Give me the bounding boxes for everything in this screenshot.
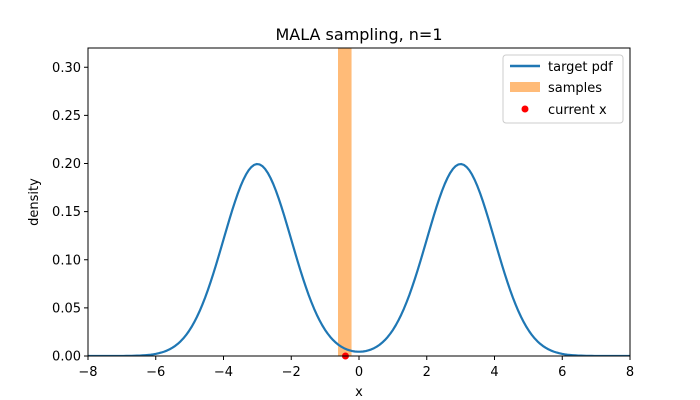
y-tick-label: 0.30: [52, 61, 81, 76]
y-tick-label: 0.15: [52, 205, 81, 220]
chart-title: MALA sampling, n=1: [275, 25, 442, 44]
x-tick-label: 6: [558, 365, 566, 380]
legend-box: [502, 54, 624, 124]
x-axis-label: x: [355, 385, 363, 400]
x-tick-label: −2: [282, 365, 301, 380]
legend-swatch-current-x: [521, 105, 529, 113]
y-axis: 0.00 0.05 0.10 0.15 0.20 0.25 0.30: [52, 61, 88, 365]
y-tick-label: 0.25: [52, 109, 81, 124]
y-axis-label: density: [27, 178, 42, 226]
legend-label-current-x: current x: [548, 103, 607, 118]
legend-label-target-pdf: target pdf: [548, 60, 613, 75]
x-tick-label: 2: [423, 365, 431, 380]
x-tick-label: 0: [355, 365, 363, 380]
x-tick-label: −4: [214, 365, 233, 380]
legend: target pdf samples current x: [502, 54, 624, 124]
target-pdf-line: [88, 162, 630, 356]
x-axis: −8 −6 −4 −2 0 2 4 6 8: [78, 356, 634, 380]
y-tick-label: 0.20: [52, 157, 81, 172]
x-tick-label: −6: [146, 365, 165, 380]
y-tick-label: 0.05: [52, 301, 81, 316]
y-tick-label: 0.10: [52, 253, 81, 268]
legend-label-samples: samples: [548, 81, 602, 96]
x-tick-label: 4: [490, 365, 498, 380]
y-tick-label: 0.00: [52, 350, 81, 365]
sample-bar-0: [337, 48, 352, 356]
line-layer: [88, 162, 630, 356]
histogram-layer: [337, 48, 352, 356]
x-tick-label: −8: [78, 365, 97, 380]
x-tick-label: 8: [626, 365, 634, 380]
legend-swatch-samples: [510, 82, 540, 92]
